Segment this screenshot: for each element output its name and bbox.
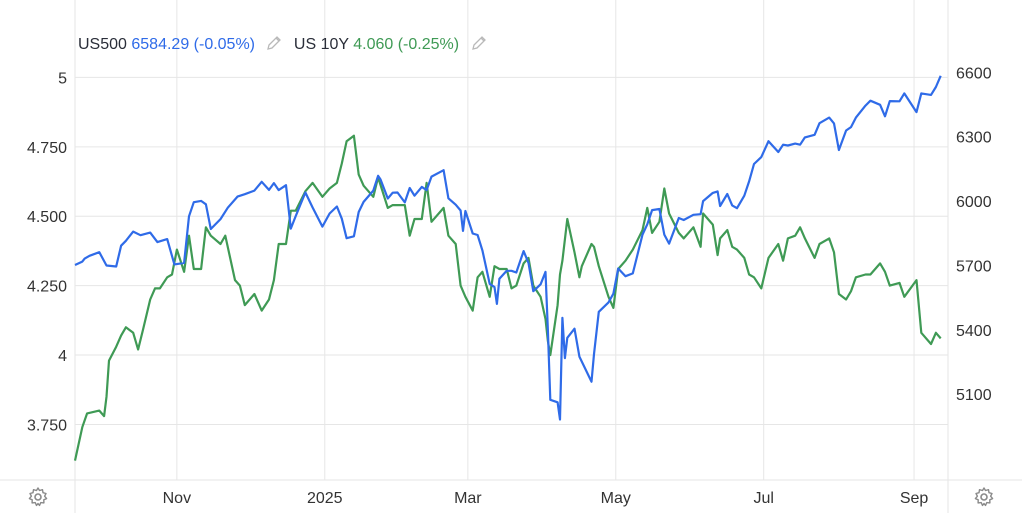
y-left-tick-label: 4.500 xyxy=(27,209,67,226)
y-left-tick-label: 4 xyxy=(58,348,67,365)
series-line-us500 xyxy=(74,75,942,421)
pencil-icon[interactable] xyxy=(470,34,488,52)
gear-icon[interactable] xyxy=(27,486,49,508)
legend-us10y-symbol: US 10Y xyxy=(293,36,349,53)
y-left-tick-label: 3.750 xyxy=(27,417,67,434)
legend-us500-value: 6584.29 (-0.05%) xyxy=(131,36,256,53)
pencil-icon[interactable] xyxy=(265,34,283,52)
tick-labels: 3.750 4 4.250 4.500 4.750 5 5100 5400 5700 6000 63… xyxy=(27,65,992,507)
x-tick-label: Sep xyxy=(900,490,929,507)
y-left-tick-label: 4.250 xyxy=(27,279,67,296)
y-left-tick-label: 5 xyxy=(58,70,67,87)
y-left-tick-label: 4.750 xyxy=(27,140,67,157)
x-tick-label: Nov xyxy=(163,490,191,507)
x-tick-label: Mar xyxy=(454,490,482,507)
y-right-tick-label: 6600 xyxy=(956,65,992,82)
gear-icon[interactable] xyxy=(973,486,995,508)
legend-us10y-value: 4.060 (-0.25%) xyxy=(353,36,460,53)
y-right-tick-label: 6000 xyxy=(956,194,992,211)
x-tick-label: Jul xyxy=(753,490,773,507)
x-tick-label: 2025 xyxy=(307,490,343,507)
x-tick-label: May xyxy=(601,490,631,507)
series-line-us10y xyxy=(73,134,942,461)
series-lines xyxy=(73,75,942,461)
y-right-tick-label: 6300 xyxy=(956,130,992,147)
legend-us500-symbol: US500 xyxy=(78,36,127,53)
y-right-tick-label: 5100 xyxy=(956,387,992,404)
y-right-tick-label: 5400 xyxy=(956,323,992,340)
chart-legend: US500 6584.29 (-0.05%) US 10Y 4.060 (-0.… xyxy=(78,34,494,54)
y-right-tick-label: 5700 xyxy=(956,258,992,275)
